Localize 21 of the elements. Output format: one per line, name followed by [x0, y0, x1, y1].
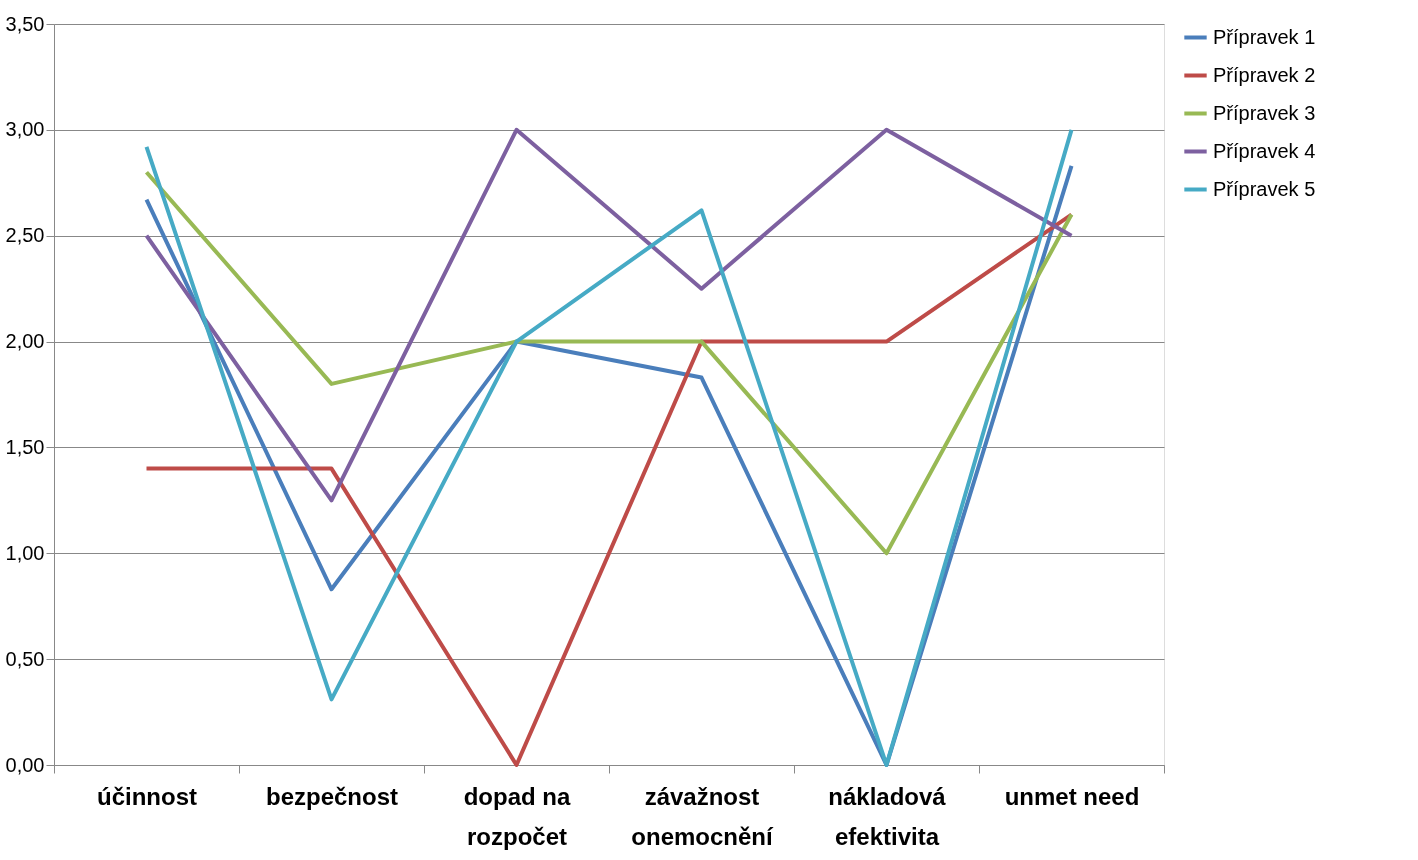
x-tick-label: účinnost	[97, 782, 197, 810]
legend-label: Přípravek 1	[1213, 25, 1316, 48]
y-tick-label: 2,50	[5, 224, 45, 247]
y-tick-label: 3,50	[5, 12, 45, 35]
legend-label: Přípravek 2	[1213, 63, 1316, 86]
y-tick-label: 0,00	[5, 753, 45, 776]
y-tick-label: 1,00	[5, 541, 45, 564]
legend-label: Přípravek 4	[1213, 139, 1316, 162]
x-tick-label: dopad na rozpočet	[463, 782, 571, 850]
x-tick-label: bezpečnost	[265, 782, 399, 810]
y-tick-label: 3,00	[5, 118, 45, 141]
legend-label: Přípravek 5	[1213, 177, 1316, 200]
y-tick-label: 0,50	[5, 647, 45, 670]
line-series	[144, 127, 1074, 503]
y-tick-label: 1,50	[5, 435, 45, 458]
y-tick-label: 2,00	[5, 330, 45, 353]
legend-label: Přípravek 3	[1213, 101, 1316, 124]
x-tick-label: unmet need	[1004, 782, 1140, 810]
x-tick-label: nákladová efektivita	[828, 782, 947, 850]
x-tick-label: závažnost onemocnění	[631, 782, 774, 850]
line-series	[144, 170, 1074, 556]
